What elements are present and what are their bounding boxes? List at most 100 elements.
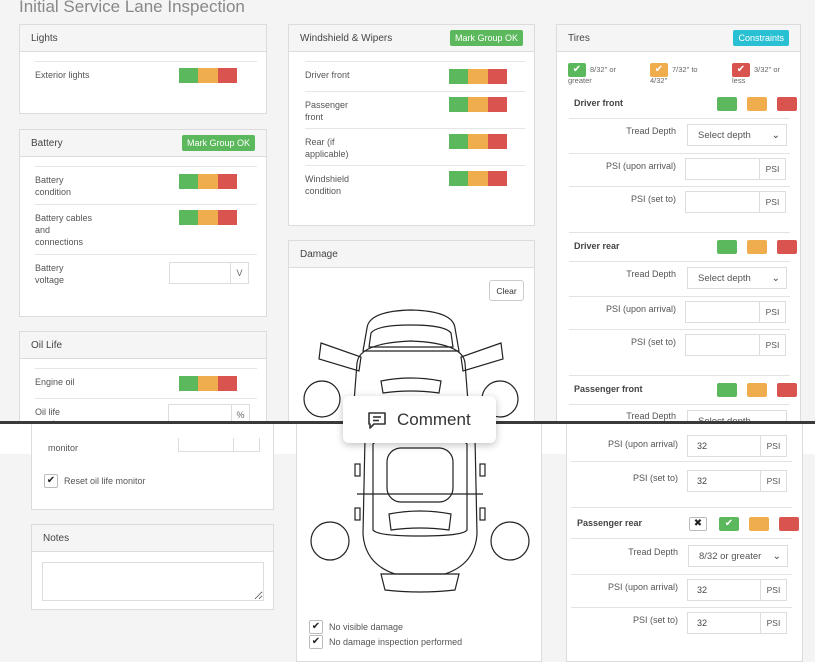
comment-label: Comment (397, 409, 471, 429)
psi-value: 32 (697, 585, 708, 595)
driver-rear-psi-arrival[interactable]: PSI (685, 301, 786, 323)
chevron-down-icon: ⌄ (771, 130, 780, 141)
psi-set-label: PSI (set to) (630, 337, 676, 347)
exterior-lights-label: Exterior lights (35, 70, 90, 80)
divider (569, 186, 790, 187)
legend-orange-text: 7/32" to 4/32" (650, 65, 698, 85)
divider (571, 461, 792, 462)
passenger-rear-good[interactable]: ✔ (719, 517, 739, 531)
psi-unit: PSI (760, 613, 786, 633)
reset-oil-checkbox[interactable]: ✔ (44, 474, 58, 488)
tires-panel: Tires Constraints ✔ 8/32" or greater ✔ 7… (556, 24, 801, 424)
battery-condition-label: Battery condition (35, 175, 72, 197)
driver-front-tread-select[interactable]: Select depth ⌄ (687, 124, 787, 146)
no-visible-damage-label: No visible damage (329, 622, 404, 632)
oil-life-input[interactable]: % (168, 404, 250, 424)
notes-textarea[interactable] (42, 562, 264, 601)
percent-unit: % (231, 405, 249, 424)
windshield-row: Windshield condition (305, 165, 525, 205)
damage-panel-continued: ✔ No visible damage ✔ No damage inspecti… (296, 424, 542, 662)
driver-rear-warn[interactable] (747, 240, 767, 254)
constraints-button[interactable]: Constraints (733, 30, 789, 46)
passenger-rear-clear-icon[interactable]: ✖ (689, 517, 707, 531)
battery-cables-label: Battery cables and connections (35, 213, 93, 247)
passenger-rear-title: Passenger rear (577, 518, 643, 528)
damage-title: Damage (300, 248, 338, 260)
passenger-rear-bad[interactable] (779, 517, 799, 531)
driver-front-wiper-rating[interactable] (449, 69, 507, 84)
divider (571, 538, 792, 539)
passenger-front-title: Passenger front (574, 384, 643, 394)
windshield-mark-ok-button[interactable]: Mark Group OK (449, 30, 523, 46)
divider (571, 507, 792, 508)
lights-panel: Lights Exterior lights (19, 24, 267, 114)
psi-unit: PSI (759, 302, 785, 322)
passenger-front-warn[interactable] (747, 383, 767, 397)
passenger-front-good[interactable] (717, 383, 737, 397)
no-visible-damage-checkbox[interactable]: ✔ (309, 620, 323, 634)
rear-wiper-rating[interactable] (449, 134, 507, 149)
divider (569, 296, 790, 297)
exterior-lights-rating[interactable] (179, 68, 237, 83)
battery-condition-rating[interactable] (179, 174, 237, 189)
oil-life-input-continued[interactable] (178, 438, 260, 452)
psi-arrival-label: PSI (upon arrival) (607, 439, 678, 449)
divider (569, 232, 790, 233)
battery-header: Battery Mark Group OK (20, 130, 266, 157)
clear-button[interactable]: Clear (489, 280, 524, 301)
driver-front-psi-arrival[interactable]: PSI (685, 158, 786, 180)
no-damage-inspection-checkbox[interactable]: ✔ (309, 635, 323, 649)
windshield-condition-rating[interactable] (449, 171, 507, 186)
passenger-front-psi-set[interactable]: 32 PSI (687, 470, 787, 492)
driver-front-bad[interactable] (777, 97, 797, 111)
legend-green-text: 8/32" or greater (568, 65, 617, 85)
tread-depth-label: Tread Depth (626, 126, 676, 136)
driver-rear-good[interactable] (717, 240, 737, 254)
divider (569, 329, 790, 330)
engine-oil-rating[interactable] (179, 376, 237, 391)
oil-title: Oil Life (31, 339, 63, 351)
tread-depth-label: Tread Depth (626, 411, 676, 421)
passenger-rear-psi-arrival[interactable]: 32 PSI (687, 579, 787, 601)
battery-voltage-input[interactable]: V (169, 262, 249, 284)
driver-rear-tread-select[interactable]: Select depth ⌄ (687, 267, 787, 289)
driver-front-good[interactable] (717, 97, 737, 111)
battery-row: Battery condition (35, 166, 257, 204)
notes-title: Notes (43, 532, 70, 544)
passenger-front-psi-arrival[interactable]: 32 PSI (687, 435, 787, 457)
battery-cables-rating[interactable] (179, 210, 237, 225)
tread-depth-label: Tread Depth (626, 269, 676, 279)
passenger-front-bad[interactable] (777, 383, 797, 397)
psi-unit: PSI (759, 335, 785, 355)
driver-rear-bad[interactable] (777, 240, 797, 254)
car-damage-diagram-lower[interactable] (297, 424, 543, 604)
driver-front-title: Driver front (574, 98, 624, 108)
windshield-row: Driver front (305, 61, 525, 91)
battery-mark-ok-button[interactable]: Mark Group OK (181, 135, 255, 151)
page-title: Initial Service Lane Inspection (19, 0, 245, 16)
legend-orange-check-icon: ✔ (650, 63, 668, 77)
oil-header: Oil Life (20, 332, 266, 359)
driver-front-warn[interactable] (747, 97, 767, 111)
windshield-row: Passenger front (305, 91, 525, 128)
legend-red-text: 3/32" or less (732, 65, 781, 85)
passenger-front-tread-select[interactable]: Select depth ⌄ (687, 410, 787, 424)
windshield-condition-label: Windshield condition (305, 174, 350, 196)
passenger-front-wiper-rating[interactable] (449, 97, 507, 112)
passenger-rear-psi-set[interactable]: 32 PSI (687, 612, 787, 634)
passenger-rear-warn[interactable] (749, 517, 769, 531)
passenger-rear-tread-select[interactable]: 8/32 or greater ⌄ (688, 545, 788, 567)
comment-button[interactable]: Comment (343, 396, 496, 443)
damage-panel: Damage Clear (288, 240, 535, 424)
oil-panel: Oil Life Engine oil Oil life monitor % (19, 331, 267, 424)
chevron-down-icon: ⌄ (772, 551, 781, 562)
driver-rear-psi-set[interactable]: PSI (685, 334, 786, 356)
battery-voltage-label: Battery voltage (35, 263, 65, 285)
psi-unit: PSI (760, 580, 786, 600)
tires-title: Tires (568, 32, 590, 44)
driver-front-psi-set[interactable]: PSI (685, 191, 786, 213)
passenger-front-wiper-label: Passenger front (305, 100, 349, 122)
lights-row: Exterior lights (35, 61, 257, 91)
psi-value: 32 (697, 618, 708, 628)
